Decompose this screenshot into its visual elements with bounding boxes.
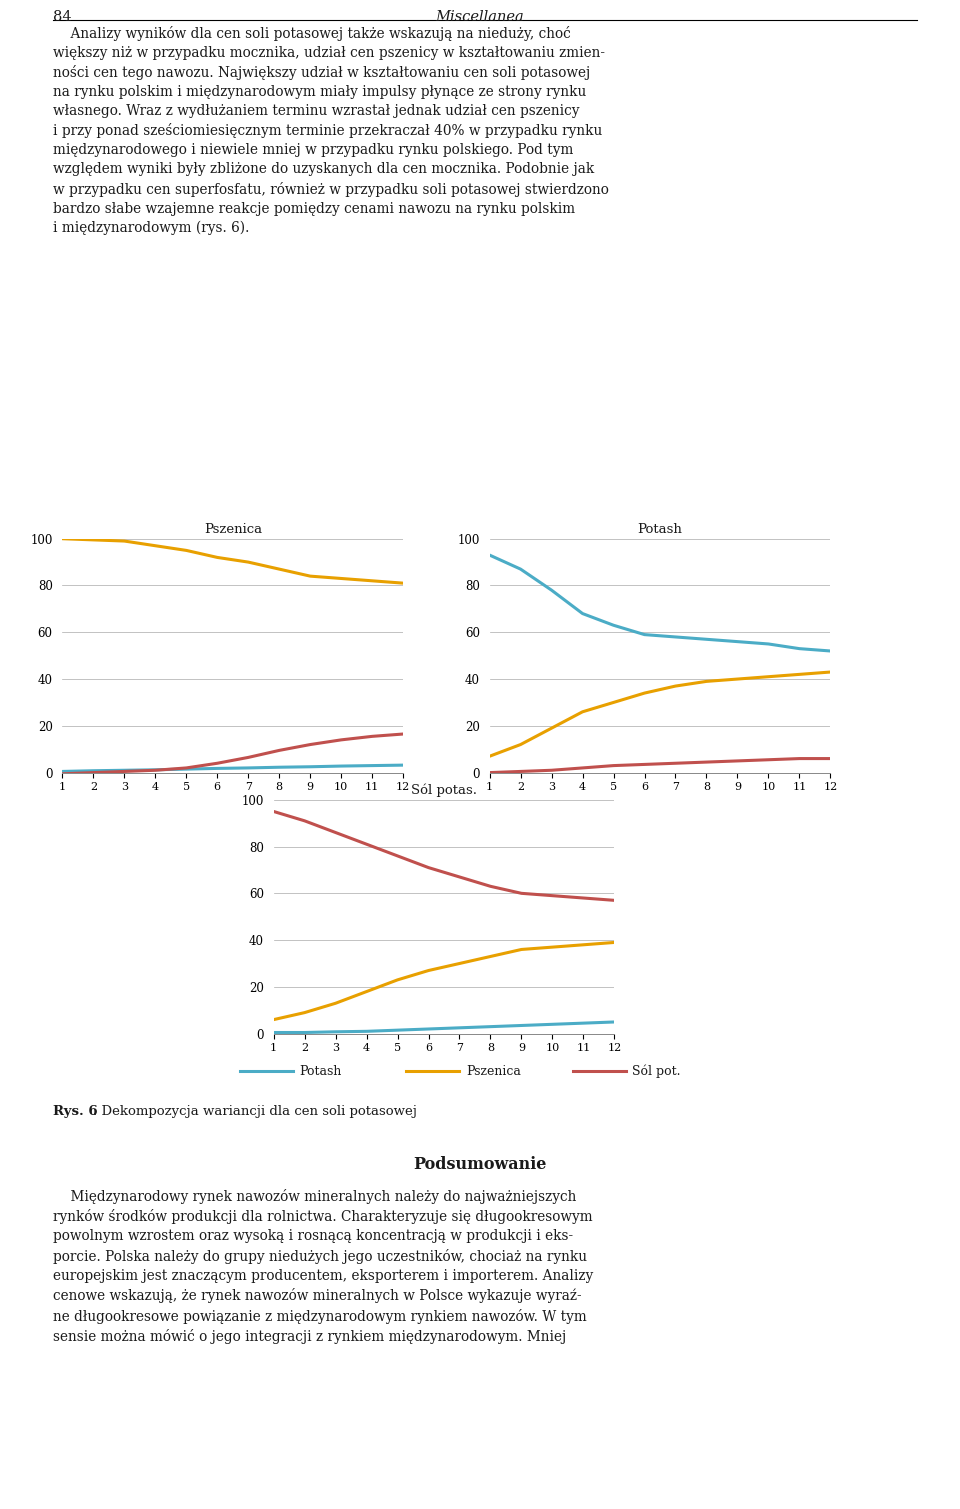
- Text: Analizy wyników dla cen soli potasowej także wskazują na nieduży, choć
większy n: Analizy wyników dla cen soli potasowej t…: [53, 26, 609, 235]
- Text: Miscellanea: Miscellanea: [436, 9, 524, 24]
- Text: Potash: Potash: [300, 1065, 342, 1077]
- Title: Sól potas.: Sól potas.: [411, 783, 477, 797]
- Text: Pszenica: Pszenica: [466, 1065, 520, 1077]
- Text: Sól pot.: Sól pot.: [633, 1065, 681, 1077]
- Text: 84: 84: [53, 9, 71, 24]
- Text: Rys. 6: Rys. 6: [53, 1105, 97, 1118]
- Title: Potash: Potash: [637, 524, 683, 536]
- Title: Pszenica: Pszenica: [204, 524, 262, 536]
- Text: Międzynarodowy rynek nawozów mineralnych należy do najważniejszych
rynków środkó: Międzynarodowy rynek nawozów mineralnych…: [53, 1189, 593, 1345]
- Text: Podsumowanie: Podsumowanie: [414, 1156, 546, 1172]
- Text: . Dekompozycja wariancji dla cen soli potasowej: . Dekompozycja wariancji dla cen soli po…: [93, 1105, 417, 1118]
